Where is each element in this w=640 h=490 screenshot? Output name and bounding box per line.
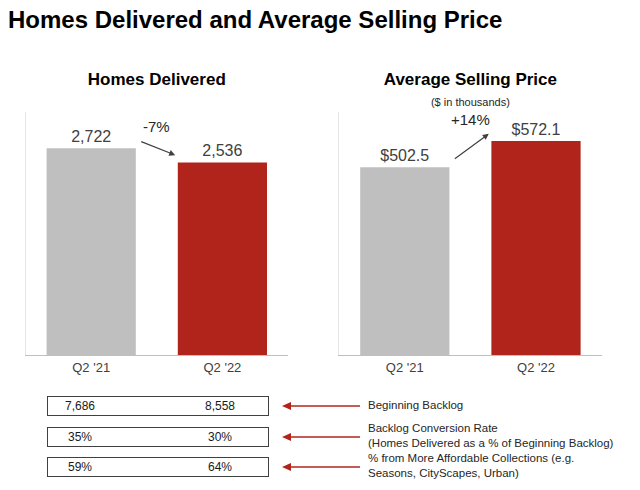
html-text:59%: 59%	[68, 460, 92, 474]
html-text:8,558: 8,558	[205, 399, 235, 413]
html-text:% from More Affordable Collect: % from More Affordable Collections (e.g.	[368, 452, 575, 464]
svg-text:-7%: -7%	[143, 118, 170, 135]
svg-text:2,722: 2,722	[71, 128, 111, 145]
svg-text:Q2 '21: Q2 '21	[386, 360, 424, 375]
html-text:Backlog Conversion Rate: Backlog Conversion Rate	[368, 422, 498, 434]
html-text:Beginning Backlog: Beginning Backlog	[368, 399, 464, 411]
svg-text:Q2 '22: Q2 '22	[203, 360, 241, 375]
html-text:Homes Delivered and Average Se: Homes Delivered and Average Selling Pric…	[8, 6, 503, 33]
svg-text:2,536: 2,536	[202, 142, 242, 159]
html-text:35%: 35%	[68, 430, 92, 444]
html-text:7,686: 7,686	[65, 399, 95, 413]
svg-text:Q2 '21: Q2 '21	[72, 360, 110, 375]
svg-text:$502.5: $502.5	[380, 147, 429, 164]
html-text:(Homes Delivered as a % of Beg: (Homes Delivered as a % of Beginning Bac…	[368, 437, 614, 449]
html-text:Average Selling Price: Average Selling Price	[383, 70, 557, 89]
html-text:($ in thousands): ($ in thousands)	[430, 96, 510, 108]
svg-text:+14%: +14%	[451, 111, 490, 128]
svg-text:Q2 '22: Q2 '22	[517, 360, 555, 375]
svg-text:$572.1: $572.1	[511, 121, 560, 138]
html-text:Seasons, CityScapes, Urban): Seasons, CityScapes, Urban)	[368, 467, 519, 479]
html-text:64%: 64%	[208, 460, 232, 474]
html-text:30%: 30%	[208, 430, 232, 444]
html-text:Homes Delivered: Homes Delivered	[87, 70, 226, 89]
